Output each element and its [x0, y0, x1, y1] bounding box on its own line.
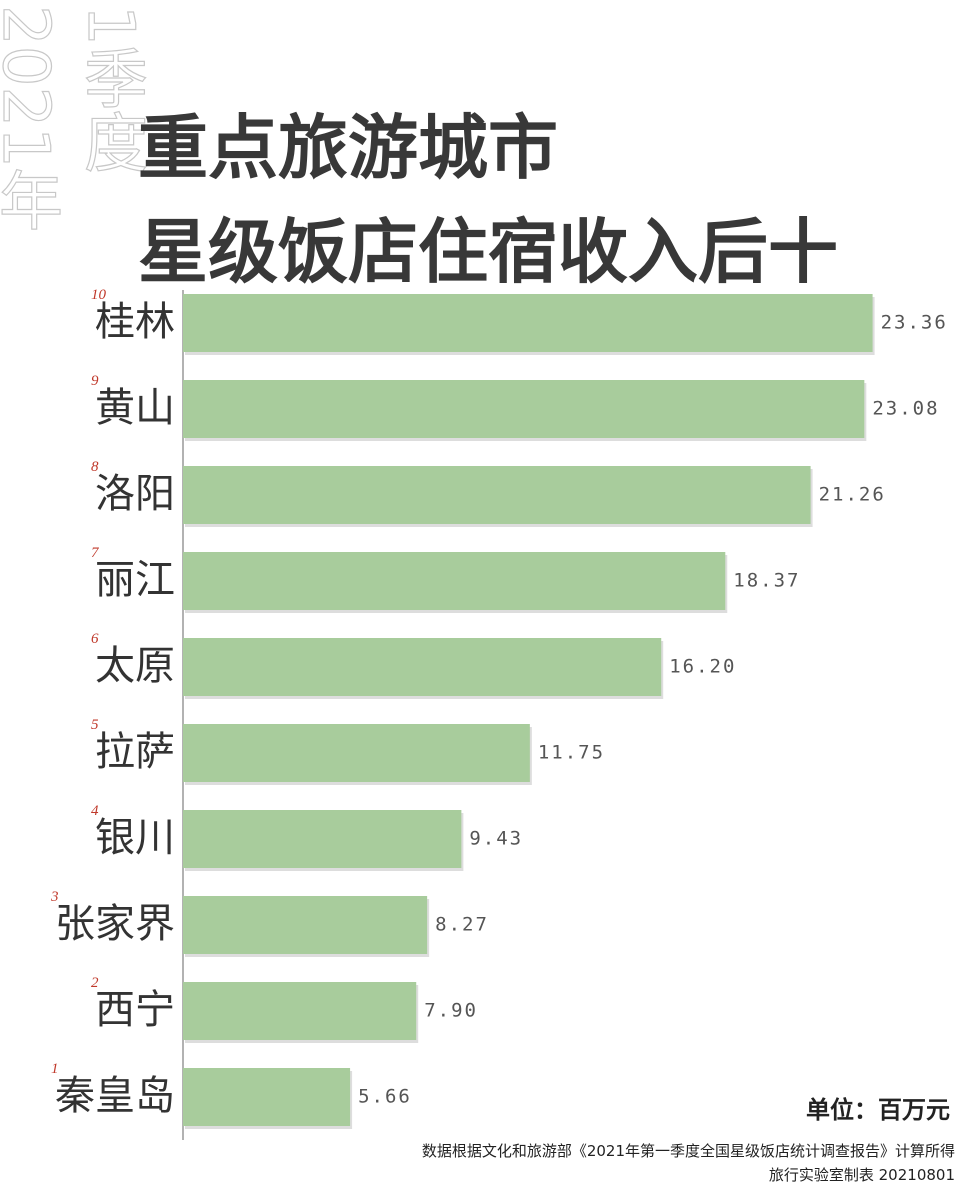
category-label: 张家界 [55, 901, 175, 947]
bar [183, 724, 530, 782]
rank: 3 [50, 889, 59, 905]
category-label: 西宁 [95, 987, 175, 1033]
category-label: 秦皇岛 [55, 1073, 175, 1119]
source: 数据根据文化和旅游部《2021年第一季度全国星级饭店统计调查报告》计算所得 [422, 1142, 955, 1160]
bar [183, 552, 726, 610]
value-label: 8.27 [435, 914, 489, 936]
rank: 6 [91, 631, 99, 647]
rank: 5 [91, 717, 99, 733]
rank: 10 [91, 287, 107, 303]
bar [183, 466, 811, 524]
credit: 旅行实验室制表 20210801 [769, 1166, 955, 1184]
category-label: 太原 [95, 643, 175, 689]
value-label: 23.08 [872, 398, 939, 420]
value-label: 9.43 [469, 828, 523, 850]
value-label: 16.20 [669, 656, 736, 678]
rank: 7 [91, 545, 100, 561]
bar [183, 896, 428, 954]
bar [183, 380, 865, 438]
bar [183, 638, 662, 696]
value-label: 11.75 [538, 742, 605, 764]
bar [183, 294, 873, 352]
category-label: 黄山 [95, 385, 175, 431]
value-label: 23.36 [881, 312, 948, 334]
category-label: 拉萨 [95, 729, 175, 775]
rank: 1 [51, 1061, 59, 1077]
value-label: 5.66 [358, 1086, 412, 1108]
category-label: 洛阳 [95, 471, 175, 517]
value-label: 21.26 [819, 484, 886, 506]
title: 重点旅游城市 [138, 107, 558, 189]
category-label: 桂林 [95, 299, 175, 345]
bar [183, 982, 417, 1040]
rank: 9 [91, 373, 99, 389]
value-label: 7.90 [424, 1000, 478, 1022]
bar [183, 810, 462, 868]
bar [183, 1068, 351, 1126]
rank: 4 [91, 803, 99, 819]
category-label: 丽江 [95, 557, 175, 603]
category-label: 银川 [95, 815, 175, 861]
value-label: 18.37 [733, 570, 800, 592]
side-text: 2021年 [0, 5, 62, 232]
title: 星级饭店住宿收入后十 [138, 211, 838, 293]
rank: 8 [91, 459, 99, 475]
rank: 2 [91, 975, 99, 991]
unit: 单位：百万元 [806, 1096, 950, 1124]
side-text: 1季度 [73, 5, 147, 174]
